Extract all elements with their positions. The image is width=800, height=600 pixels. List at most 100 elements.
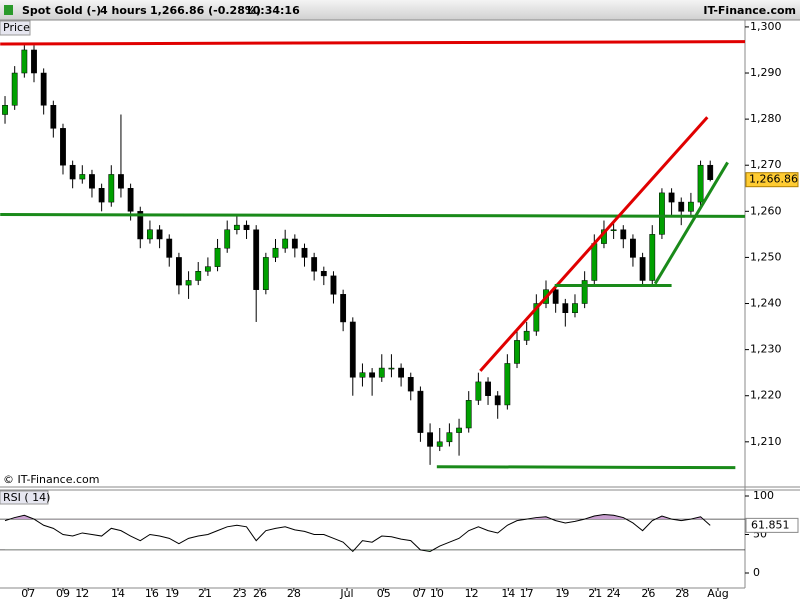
- candle-body: [253, 229, 260, 290]
- x-tick-label: 14: [501, 587, 515, 600]
- candle-body: [243, 224, 250, 231]
- candle-body: [272, 247, 279, 258]
- price: 1,266.86 (-0.28%): [150, 4, 261, 17]
- candle-body: [610, 229, 617, 232]
- trendline: [653, 161, 729, 285]
- rsi-tick-label: 0: [753, 566, 760, 579]
- x-tick-label: 07: [412, 587, 426, 600]
- candle-body: [639, 257, 646, 281]
- candle-body: [407, 377, 414, 392]
- candle-body: [291, 238, 298, 249]
- candle-body: [2, 105, 8, 115]
- candle-body: [494, 395, 501, 406]
- candle-body: [417, 390, 424, 433]
- x-tick-label: 09: [56, 587, 70, 600]
- x-tick-label: 21: [198, 587, 212, 600]
- x-tick-label: Aug: [707, 587, 728, 600]
- candle-body: [262, 257, 269, 290]
- x-tick-label: 17: [520, 587, 534, 600]
- x-tick-label: 26: [641, 587, 655, 600]
- x-tick-label: 21: [588, 587, 602, 600]
- candle-body: [504, 363, 511, 406]
- y-tick-label: 1,300: [750, 20, 782, 33]
- candle-body: [620, 229, 627, 240]
- x-tick-label: 16: [145, 587, 159, 600]
- candle-body: [649, 234, 656, 281]
- candle-body: [195, 270, 202, 281]
- rsi-oversold: [351, 549, 433, 552]
- x-tick-label: 07: [21, 587, 35, 600]
- x-tick-label: 12: [75, 587, 89, 600]
- candle-body: [127, 188, 134, 212]
- x-tick-label: 28: [287, 587, 301, 600]
- y-tick-label: 1,290: [750, 66, 782, 79]
- trendline: [0, 213, 746, 218]
- candle-body: [108, 174, 115, 203]
- candle-body: [523, 330, 530, 341]
- x-tick-label: 05: [377, 587, 391, 600]
- candle-body: [475, 381, 482, 401]
- candle-body: [398, 367, 405, 378]
- candle-body: [156, 229, 163, 240]
- candle-body: [378, 367, 385, 378]
- y-tick-label: 1,230: [750, 343, 782, 356]
- header-icon: [4, 5, 13, 15]
- x-tick-label: 26: [253, 587, 267, 600]
- candle-body: [233, 224, 240, 231]
- candle-body: [98, 188, 105, 203]
- y-tick-label: 1,210: [750, 435, 782, 448]
- rsi-value-label: 61.851: [751, 518, 790, 531]
- last-price-tag: [745, 172, 799, 188]
- x-tick-label: 12: [465, 587, 479, 600]
- y-tick-label: 1,220: [750, 389, 782, 402]
- trendline: [436, 465, 736, 470]
- candle-body: [204, 266, 211, 272]
- candle-body: [572, 303, 578, 313]
- candle-body: [456, 427, 462, 433]
- y-tick-label: 1,250: [750, 250, 782, 263]
- candle-body: [31, 49, 37, 74]
- candle-body: [485, 381, 491, 396]
- candle-body: [176, 257, 182, 286]
- candle-body: [311, 257, 318, 272]
- trendline: [479, 116, 709, 372]
- candle-body: [552, 289, 559, 304]
- x-tick-label: 14: [111, 587, 125, 600]
- candle-body: [369, 372, 376, 378]
- candle-body: [591, 243, 598, 281]
- candle-body: [282, 238, 289, 249]
- candle-body: [11, 72, 18, 106]
- candle-body: [118, 174, 124, 189]
- candle-body: [630, 238, 636, 258]
- rsi-line: [4, 513, 711, 553]
- x-tick-label: 19: [555, 587, 569, 600]
- candle-body: [214, 247, 221, 267]
- trendline: [0, 40, 746, 46]
- rsi-value-tag: [745, 517, 799, 533]
- copyright: © IT-Finance.com: [3, 473, 100, 486]
- candle-body: [147, 229, 153, 240]
- candle-body: [320, 270, 327, 277]
- candle-body: [359, 372, 366, 378]
- x-tick-label: 19: [165, 587, 179, 600]
- candle-body: [388, 367, 395, 370]
- candle-body: [446, 432, 453, 443]
- candle-body: [79, 174, 86, 180]
- candle-body: [436, 441, 443, 447]
- candle-body: [581, 280, 588, 304]
- instrument: Spot Gold (-): [22, 4, 101, 17]
- rsi-label: RSI ( 14): [3, 491, 50, 504]
- panel-tag: [0, 20, 31, 36]
- x-tick-label: 24: [607, 587, 621, 600]
- candle-body: [707, 164, 714, 180]
- x-tick-label: 10: [430, 587, 444, 600]
- candle-body: [697, 164, 704, 203]
- candle-body: [465, 400, 472, 429]
- candle-body: [340, 294, 347, 323]
- candle-body: [668, 192, 675, 203]
- rsi-tick-label: 100: [753, 489, 774, 502]
- candle-body: [40, 72, 47, 106]
- panel-label: Price: [3, 21, 30, 34]
- brand: IT-Finance.com: [703, 4, 796, 17]
